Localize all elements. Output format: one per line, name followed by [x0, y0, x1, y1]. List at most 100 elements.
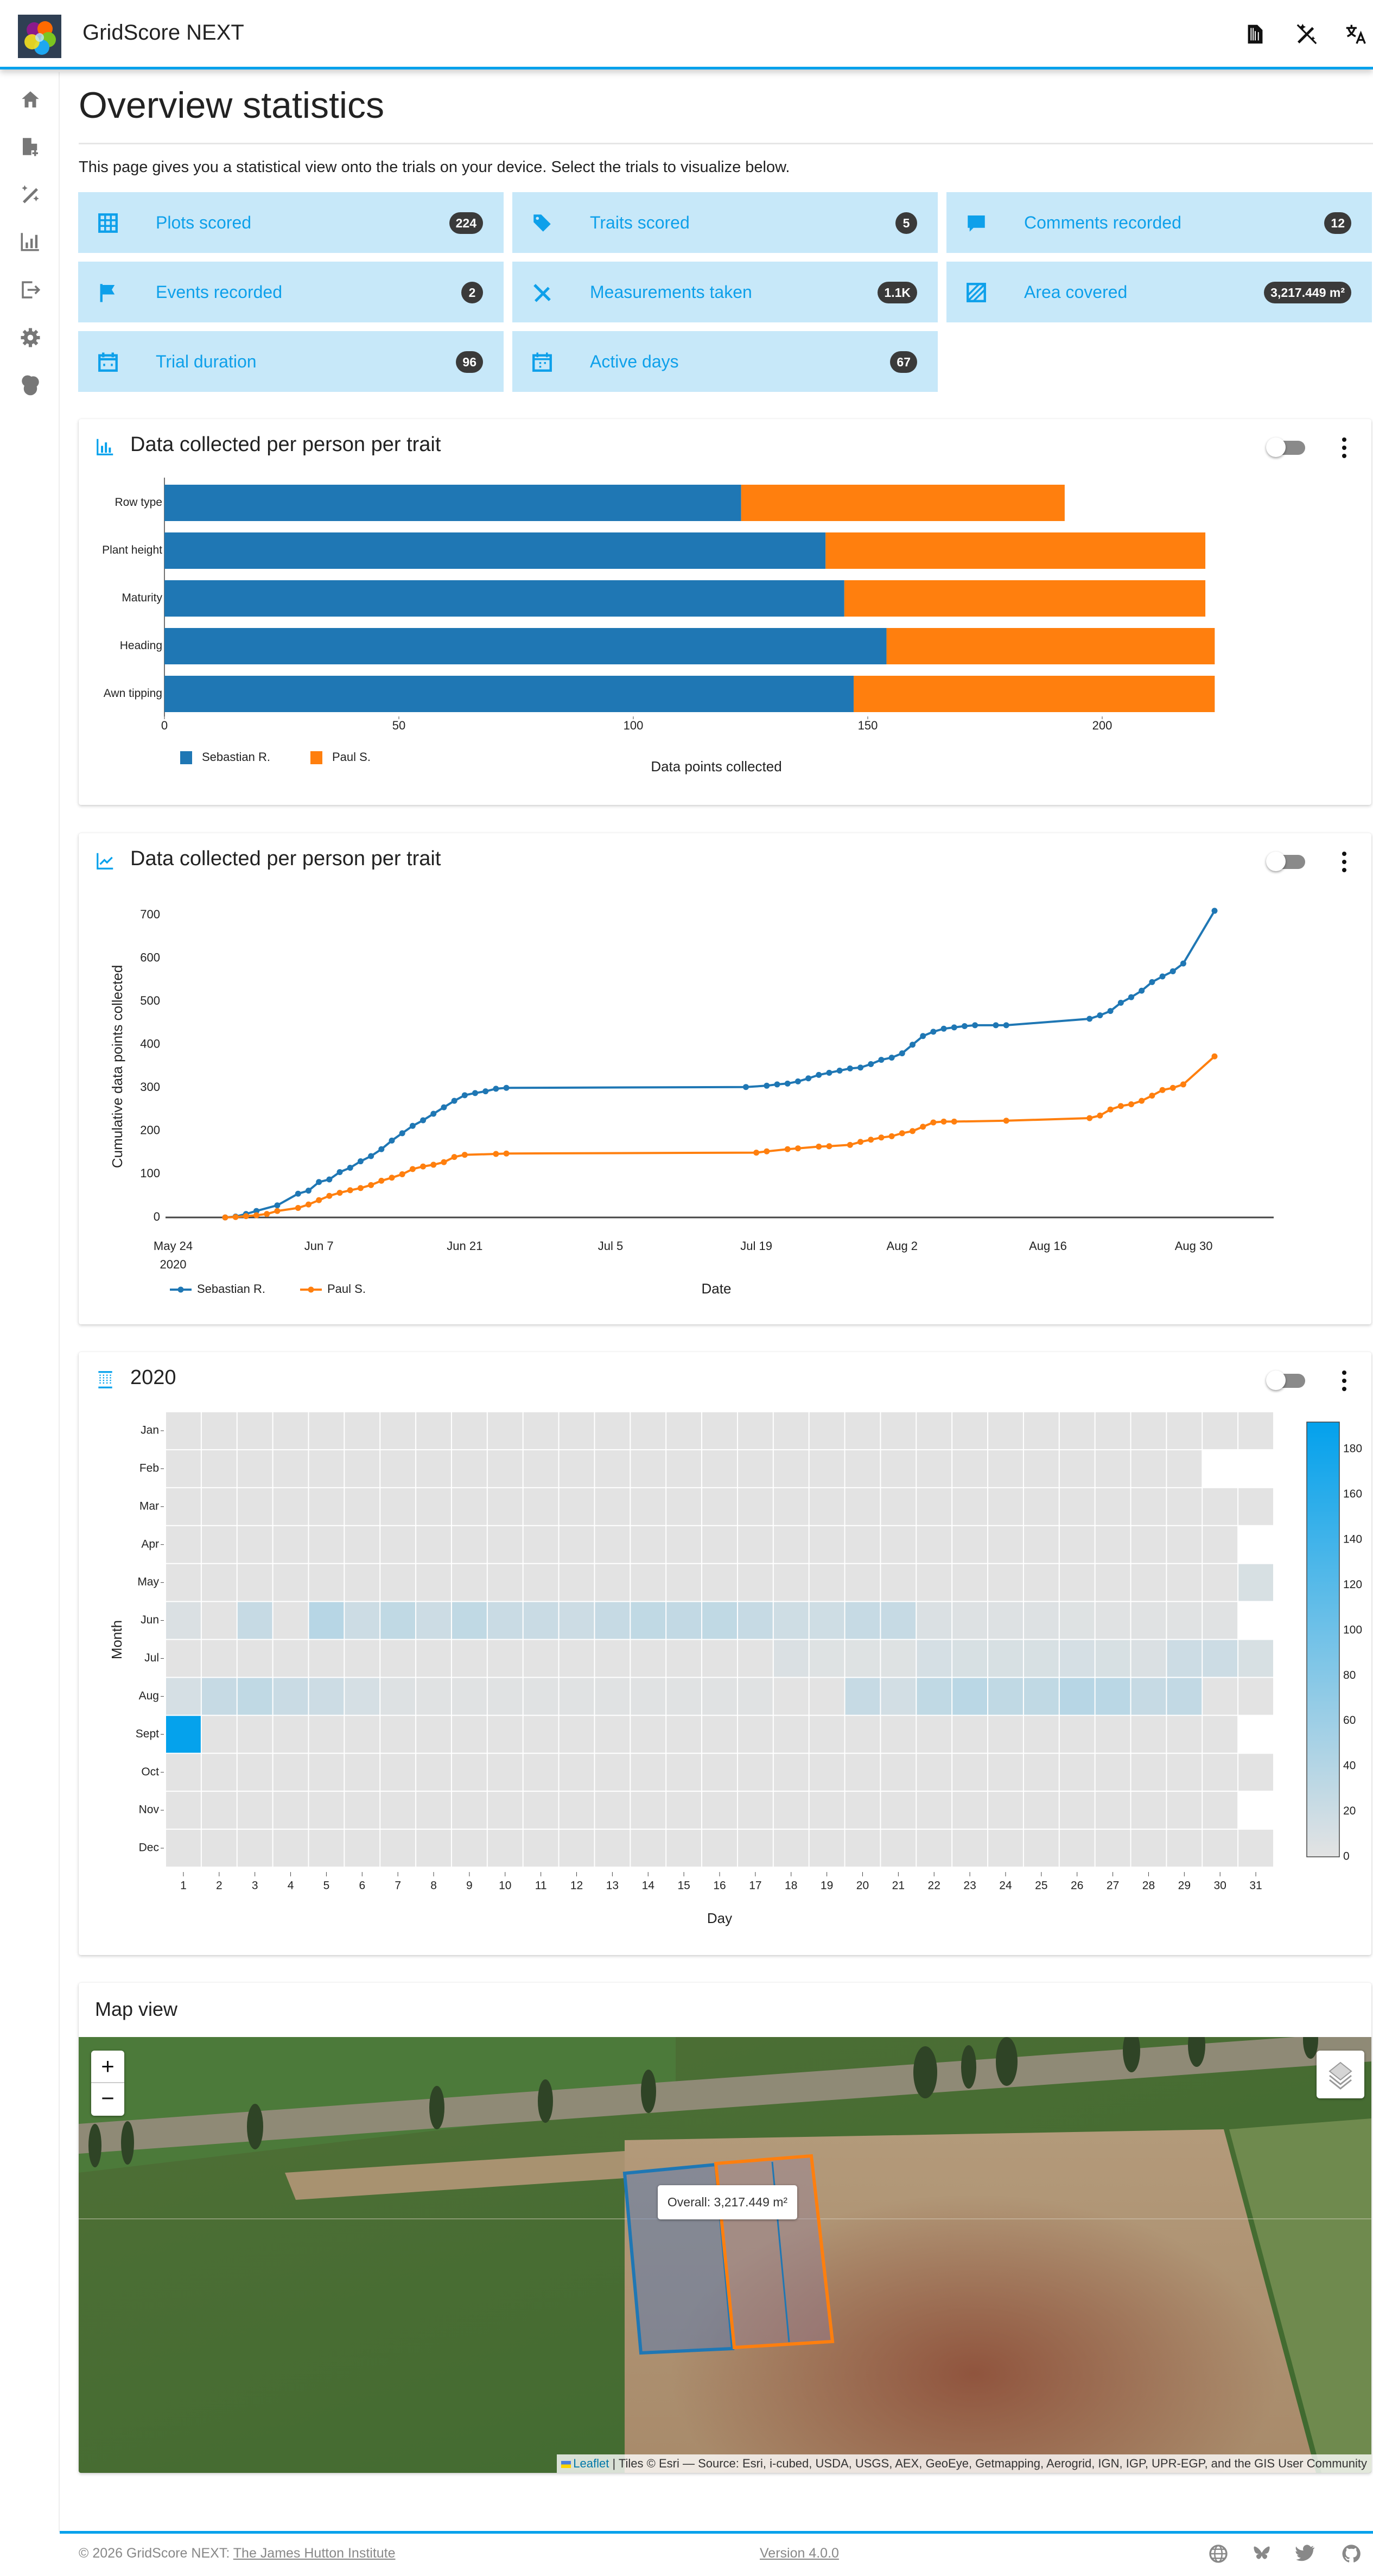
bar-awn-tipping-paul-s[interactable] — [854, 676, 1215, 712]
home-icon[interactable] — [19, 88, 42, 111]
layers-button[interactable] — [1317, 2051, 1364, 2098]
bar-plant-height-sebastian-r[interactable] — [164, 532, 826, 569]
heatmap-cell[interactable] — [345, 1716, 380, 1753]
heatmap-cell[interactable] — [631, 1488, 666, 1525]
bar-awn-tipping-sebastian-r[interactable] — [164, 676, 854, 712]
heatmap-cell[interactable] — [845, 1754, 880, 1791]
heatmap-cell[interactable] — [487, 1830, 523, 1867]
heatmap-cell[interactable] — [166, 1488, 201, 1525]
heatmap-cell[interactable] — [273, 1754, 308, 1791]
heatmap-cell[interactable] — [773, 1450, 809, 1487]
heatmap-cell[interactable] — [1024, 1830, 1059, 1867]
heatmap-cell[interactable] — [309, 1716, 344, 1753]
heatmap-cell[interactable] — [345, 1488, 380, 1525]
data-point[interactable] — [857, 1064, 864, 1071]
heatmap-cell[interactable] — [1059, 1640, 1095, 1677]
heatmap-cell[interactable] — [845, 1526, 880, 1563]
data-point[interactable] — [368, 1182, 374, 1188]
heatmap-cell[interactable] — [309, 1450, 344, 1487]
heatmap-cell[interactable] — [1131, 1450, 1166, 1487]
heatmap-cell[interactable] — [1131, 1488, 1166, 1525]
heatmap-cell[interactable] — [631, 1564, 666, 1601]
heatmap-cell[interactable] — [487, 1526, 523, 1563]
heatmap-cell[interactable] — [773, 1830, 809, 1867]
heatmap-cell[interactable] — [952, 1602, 988, 1639]
heatmap-cell[interactable] — [523, 1716, 558, 1753]
heatmap-cell[interactable] — [1131, 1602, 1166, 1639]
heatmap-cell[interactable] — [1203, 1602, 1238, 1639]
data-point[interactable] — [503, 1150, 510, 1157]
heatmap-cell[interactable] — [416, 1754, 451, 1791]
heatmap-cell[interactable] — [309, 1488, 344, 1525]
heatmap-cell[interactable] — [201, 1754, 237, 1791]
heatmap-cell[interactable] — [666, 1412, 702, 1449]
data-point[interactable] — [305, 1201, 312, 1208]
heatmap-cell[interactable] — [559, 1792, 594, 1829]
heatmap-cell[interactable] — [1024, 1678, 1059, 1715]
heatmap-cell[interactable] — [237, 1640, 272, 1677]
data-point[interactable] — [1107, 1106, 1114, 1113]
heatmap-cell[interactable] — [237, 1412, 272, 1449]
heatmap-cell[interactable] — [1203, 1488, 1238, 1525]
settings-icon[interactable] — [19, 326, 42, 349]
heatmap-cell[interactable] — [309, 1678, 344, 1715]
heatmap-cell[interactable] — [559, 1754, 594, 1791]
heatmap-cell[interactable] — [952, 1526, 988, 1563]
data-point[interactable] — [816, 1144, 822, 1150]
heatmap-cell[interactable] — [345, 1754, 380, 1791]
heatmap-cell[interactable] — [631, 1602, 666, 1639]
heatmap-cell[interactable] — [273, 1830, 308, 1867]
heatmap-cell[interactable] — [666, 1564, 702, 1601]
heatmap-cell[interactable] — [166, 1640, 201, 1677]
heatmap-cell[interactable] — [380, 1678, 416, 1715]
data-point[interactable] — [1169, 1084, 1176, 1091]
heatmap-cell[interactable] — [452, 1526, 487, 1563]
heatmap-cell[interactable] — [666, 1678, 702, 1715]
heatmap-cell[interactable] — [1059, 1602, 1095, 1639]
heatmap-cell[interactable] — [523, 1792, 558, 1829]
app-title[interactable]: GridScore NEXT — [82, 21, 244, 45]
data-point[interactable] — [274, 1202, 281, 1209]
heatmap-cell[interactable] — [416, 1450, 451, 1487]
heatmap-cell[interactable] — [702, 1830, 737, 1867]
data-point[interactable] — [347, 1164, 353, 1171]
heatmap-cell[interactable] — [773, 1678, 809, 1715]
heatmap-cell[interactable] — [380, 1564, 416, 1601]
heatmap-cell[interactable] — [237, 1830, 272, 1867]
data-point[interactable] — [1086, 1016, 1093, 1022]
data-point[interactable] — [1128, 994, 1134, 1000]
heatmap-cell[interactable] — [666, 1488, 702, 1525]
data-point[interactable] — [878, 1057, 885, 1063]
heatmap-cell[interactable] — [702, 1526, 737, 1563]
heatmap-cell[interactable] — [1131, 1526, 1166, 1563]
heatmap-cell[interactable] — [631, 1830, 666, 1867]
heatmap-cell[interactable] — [380, 1754, 416, 1791]
heatmap-cell[interactable] — [559, 1526, 594, 1563]
heatmap-cell[interactable] — [487, 1450, 523, 1487]
bar-maturity-sebastian-r[interactable] — [164, 580, 844, 617]
heatmap-cell[interactable] — [201, 1564, 237, 1601]
heatmap-cell[interactable] — [1024, 1412, 1059, 1449]
heatmap-cell[interactable] — [1203, 1564, 1238, 1601]
heatmap-cell[interactable] — [166, 1678, 201, 1715]
data-point[interactable] — [1139, 987, 1145, 994]
data-point[interactable] — [1180, 960, 1186, 967]
heatmap-cell[interactable] — [559, 1678, 594, 1715]
data-point[interactable] — [1097, 1012, 1103, 1019]
globe-icon[interactable] — [1207, 2543, 1229, 2565]
heatmap-cell[interactable] — [595, 1564, 630, 1601]
data-point[interactable] — [1211, 1053, 1218, 1059]
heatmap-cell[interactable] — [1167, 1564, 1202, 1601]
heatmap-cell[interactable] — [631, 1450, 666, 1487]
heatmap-cell[interactable] — [452, 1602, 487, 1639]
heatmap-cell[interactable] — [1024, 1450, 1059, 1487]
heatmap-cell[interactable] — [559, 1830, 594, 1867]
heatmap-cell[interactable] — [380, 1716, 416, 1753]
data-point[interactable] — [868, 1061, 874, 1068]
heatmap-cell[interactable] — [201, 1488, 237, 1525]
heatmap-cell[interactable] — [809, 1792, 844, 1829]
heatmap-cell[interactable] — [917, 1450, 952, 1487]
heatmap-cell[interactable] — [631, 1792, 666, 1829]
heatmap-cell[interactable] — [1203, 1830, 1238, 1867]
heatmap-cell[interactable] — [845, 1678, 880, 1715]
